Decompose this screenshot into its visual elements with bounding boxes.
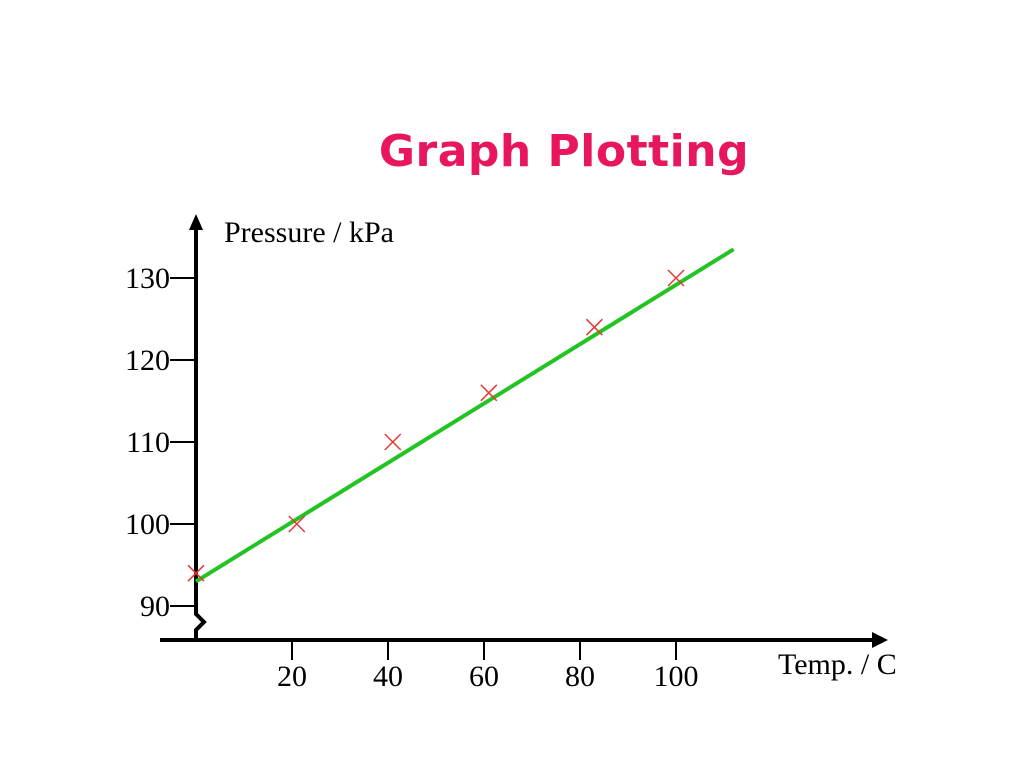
y-axis-arrow [189, 214, 203, 230]
x-axis-label: Temp. / C [778, 648, 897, 681]
fit-line-group [194, 247, 735, 584]
data-point-stroke [585, 318, 603, 336]
data-point-stroke [187, 564, 205, 582]
y-tick-label: 120 [125, 344, 170, 377]
x-tick-label: 60 [469, 660, 499, 693]
y-tick-label: 110 [126, 426, 170, 459]
x-tick-label: 20 [277, 660, 307, 693]
data-point-stroke [480, 384, 498, 402]
data-points [187, 269, 685, 582]
data-point [667, 269, 685, 287]
y-ticks: 90 100 110 120 130 [125, 262, 196, 623]
x-tick-label: 100 [654, 660, 699, 693]
best-fit-line [194, 247, 735, 584]
y-axis-label: Pressure / kPa [224, 216, 394, 249]
data-point [288, 515, 306, 533]
y-tick-label: 100 [125, 508, 170, 541]
data-point-stroke [384, 433, 402, 451]
x-tick-label: 80 [565, 660, 595, 693]
chart-title: Graph Plotting [378, 126, 750, 177]
y-tick-label: 90 [140, 590, 170, 623]
data-point [480, 384, 498, 402]
data-point [384, 433, 402, 451]
x-ticks: 20 40 60 80 100 [277, 640, 699, 693]
data-point-stroke [288, 515, 306, 533]
data-point [585, 318, 603, 336]
axes [160, 214, 888, 648]
y-axis-break [194, 610, 207, 642]
data-point [187, 564, 205, 582]
x-axis-arrow [872, 632, 888, 648]
y-tick-label: 130 [125, 262, 170, 295]
data-point-stroke [667, 269, 685, 287]
x-tick-label: 40 [373, 660, 403, 693]
